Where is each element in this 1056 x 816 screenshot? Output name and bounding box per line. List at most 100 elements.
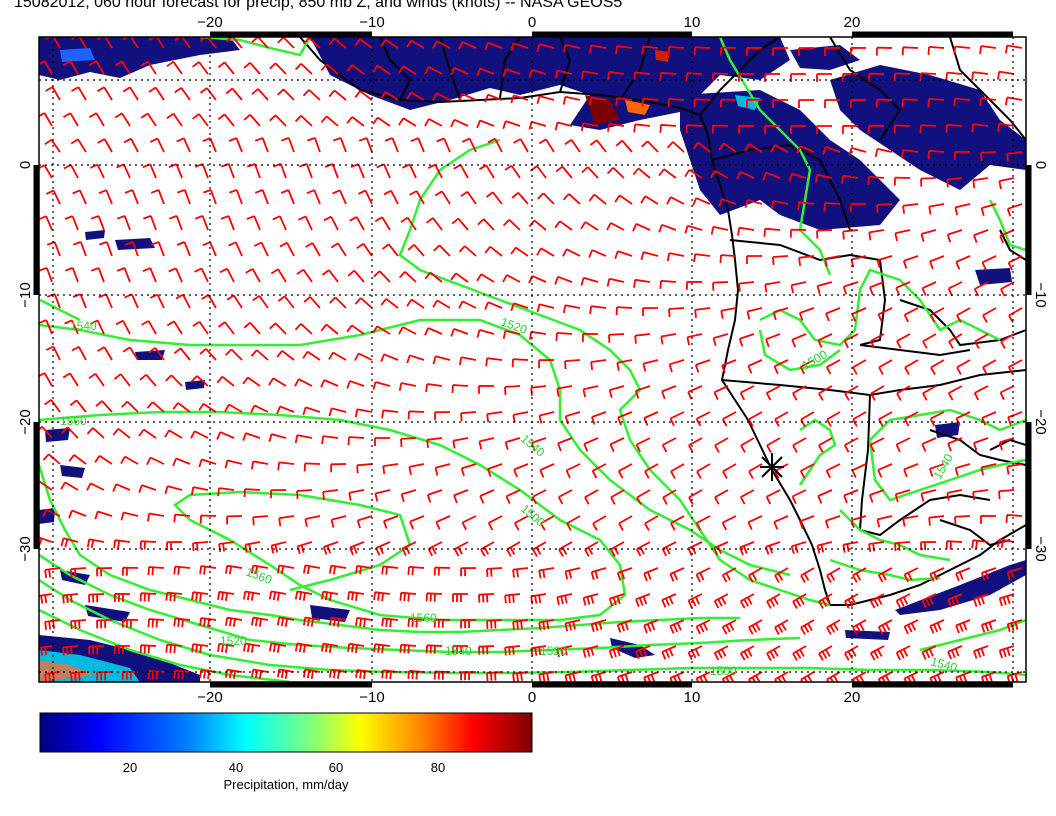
wind-barb	[818, 645, 833, 661]
wind-barb	[800, 411, 815, 427]
wind-barb	[173, 347, 191, 361]
wind-barb	[64, 319, 79, 335]
wind-barb	[220, 215, 235, 231]
wind-barb	[347, 590, 365, 602]
wind-barb	[842, 541, 859, 553]
wind-barb	[852, 567, 867, 583]
wind-barb	[720, 307, 737, 319]
wind-barb	[432, 40, 451, 49]
wind-barb	[512, 671, 529, 682]
wind-barb	[96, 619, 113, 629]
wind-barb	[981, 411, 997, 426]
wind-barb	[792, 645, 807, 661]
wind-barb	[635, 645, 651, 660]
wind-barb	[841, 174, 859, 184]
wind-barb	[947, 281, 963, 297]
wind-barb	[972, 177, 989, 189]
wind-barb	[999, 229, 1015, 244]
wind-barb	[694, 359, 711, 373]
wind-barb	[877, 671, 893, 682]
wind-barb	[406, 39, 425, 49]
wind-barb	[739, 541, 755, 556]
wind-barb	[398, 382, 417, 391]
wind-barb	[99, 241, 113, 257]
wind-barb	[228, 241, 243, 257]
wind-barb	[920, 229, 937, 242]
wind-barb	[42, 453, 61, 465]
wind-barb	[44, 399, 61, 413]
wind-barb	[998, 177, 1015, 190]
wind-barb	[139, 540, 157, 550]
wind-barb	[816, 541, 833, 554]
wind-barb	[876, 515, 893, 528]
wind-barb	[116, 215, 131, 231]
wind-barb	[632, 222, 651, 232]
wind-barb	[165, 643, 183, 654]
wind-barb	[996, 538, 1015, 548]
wind-barb	[453, 164, 469, 179]
wind-barb	[971, 539, 989, 549]
wind-barb	[427, 541, 443, 557]
wind-barb	[502, 330, 521, 339]
wind-barb	[997, 122, 1015, 132]
wind-barb	[372, 64, 391, 75]
wind-barb	[487, 515, 503, 531]
wind-barb	[554, 121, 573, 131]
wind-barb	[666, 196, 685, 205]
wind-barb	[850, 98, 867, 108]
wind-barb	[381, 409, 399, 419]
wind-barb	[487, 137, 503, 153]
wind-barb	[592, 515, 607, 531]
wind-barb	[556, 593, 573, 606]
wind-barb	[530, 165, 547, 179]
wind-barb	[868, 541, 885, 553]
wind-barb	[582, 333, 599, 342]
wind-barb	[746, 46, 763, 56]
wind-barb	[202, 241, 217, 257]
lon-labels-bottom: −20 −10 0 10 20	[197, 689, 860, 706]
wind-barb	[278, 515, 295, 527]
wind-barb	[268, 642, 287, 653]
wind-barb	[252, 295, 269, 309]
wind-barb	[903, 671, 919, 682]
wind-barb	[580, 70, 599, 80]
wind-barb	[476, 329, 495, 338]
wind-barb	[684, 169, 703, 179]
wind-barb	[487, 463, 503, 477]
wind-barb	[973, 385, 989, 401]
wind-barb	[555, 165, 573, 179]
wind-barb	[194, 215, 209, 231]
wind-barb	[1006, 619, 1023, 633]
wind-barb	[168, 267, 183, 283]
wind-barb	[930, 359, 945, 375]
wind-barb	[486, 619, 503, 629]
wind-barb	[842, 229, 859, 240]
wind-barb	[450, 66, 469, 76]
wind-barb	[693, 98, 711, 108]
wind-barb	[610, 489, 625, 505]
wind-barb	[373, 591, 391, 602]
wind-barb	[661, 437, 677, 453]
wind-barb	[792, 593, 807, 609]
wind-barb	[401, 541, 417, 557]
wind-barb	[122, 346, 139, 361]
wind-barb	[695, 619, 711, 635]
wind-barb	[684, 224, 703, 234]
wind-barb	[634, 385, 651, 399]
wind-barb	[329, 668, 347, 679]
wind-barb	[294, 434, 313, 444]
wind-barb	[844, 437, 859, 453]
wind-barb	[668, 359, 685, 373]
wind-barb	[659, 123, 677, 133]
wind-barb	[688, 437, 703, 453]
wind-barb	[478, 645, 495, 655]
wind-barb	[64, 215, 79, 231]
wind-barb	[329, 564, 347, 575]
wind-barb	[112, 427, 131, 439]
wind-barb	[921, 593, 937, 608]
wind-barb	[356, 515, 373, 529]
wind-barb	[666, 252, 685, 262]
wind-barb	[277, 88, 295, 101]
wind-barb	[878, 411, 893, 427]
wind-barb	[458, 93, 477, 102]
